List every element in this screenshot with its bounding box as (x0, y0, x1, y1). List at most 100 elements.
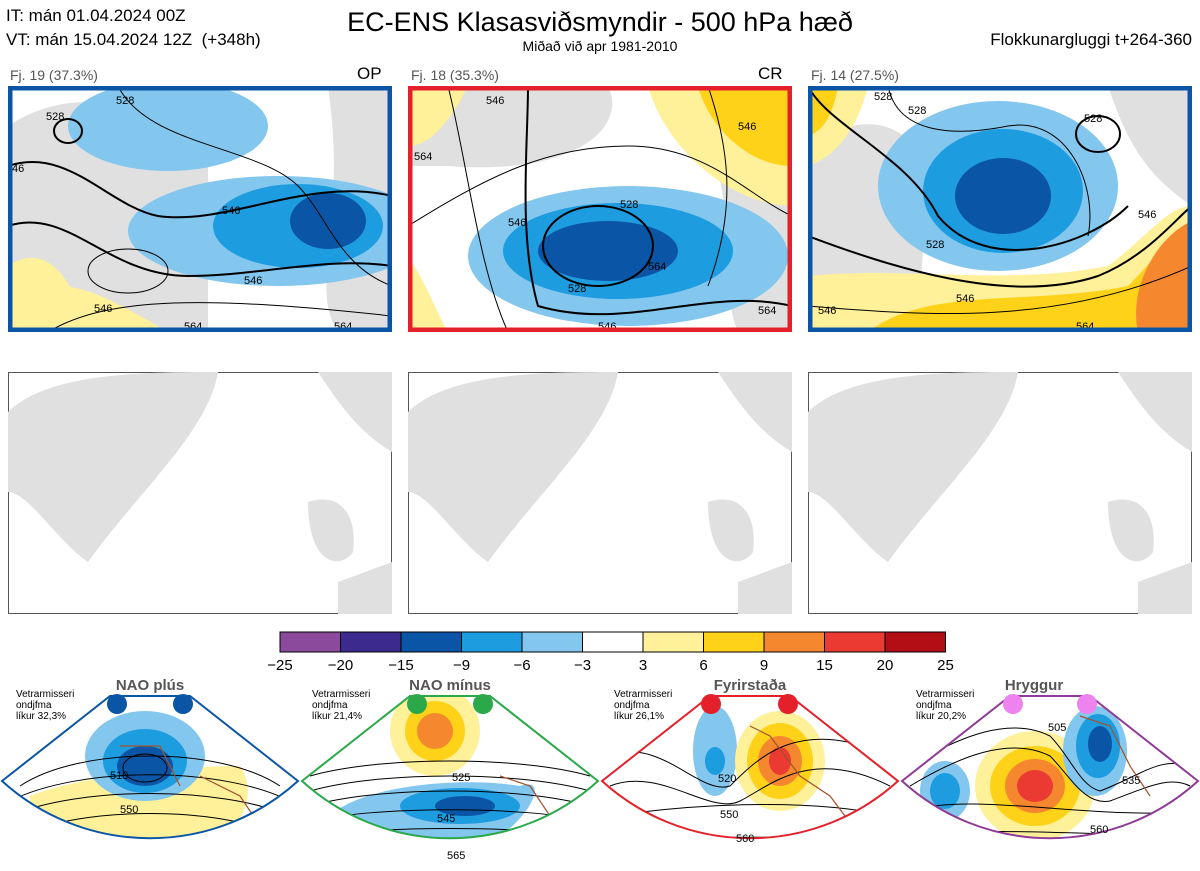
contour-label: 528 (926, 239, 944, 251)
regime-text: líkur 21,4% (312, 711, 362, 722)
land-scandinavia (318, 372, 392, 452)
regime-text: ondjfma (614, 700, 650, 711)
height-contour (808, 265, 1192, 315)
land-europe (1108, 86, 1192, 206)
cluster-frame (408, 86, 792, 332)
empty-map-3 (808, 372, 1192, 614)
colorbar-tick-label: −25 (268, 657, 293, 674)
contour-label: 535 (1122, 775, 1140, 787)
regime-text: Vetrarmisseri (916, 689, 974, 700)
regime-text: líkur 32,3% (16, 711, 66, 722)
contour-label: 525 (452, 772, 470, 784)
regime-text: ondjfma (916, 700, 952, 711)
height-contour (707, 86, 728, 287)
coastline (1079, 715, 1151, 797)
height-contour (909, 727, 1191, 792)
land-britain (708, 499, 754, 562)
contour-label: 564 (648, 261, 666, 273)
anomaly-positive (408, 256, 448, 332)
contour-label: 560 (736, 833, 754, 845)
regime-marker (173, 694, 193, 714)
regime-marker (473, 694, 493, 714)
anomaly-negative (705, 747, 725, 775)
regime-frame (900, 695, 1200, 840)
init-time: IT: mán 01.04.2024 00Z (6, 6, 186, 25)
anomaly-positive (1136, 221, 1192, 332)
regime-title: NAO mínus (409, 677, 491, 694)
land-europe (738, 562, 792, 614)
colorbar-swatch (763, 631, 825, 653)
height-contour (53, 118, 83, 144)
colorbar-tick-label: 3 (639, 657, 647, 674)
height-contour (9, 774, 291, 802)
regime-marker (407, 694, 427, 714)
height-contour (309, 760, 591, 777)
anomaly-positive (698, 86, 792, 166)
colorbar-tick-label: −15 (388, 657, 413, 674)
land-scandinavia (1118, 372, 1192, 452)
valid-time: VT: mán 15.04.2024 12Z (+348h) (6, 30, 261, 49)
colorbar-swatch (582, 631, 644, 653)
land-europe (338, 562, 392, 614)
colorbar-swatch (279, 631, 341, 653)
land-britain (1108, 499, 1154, 562)
contour-label: 564 (414, 151, 432, 163)
anomaly-negative (930, 773, 960, 809)
contour-label: 564 (184, 321, 202, 332)
contour-label: 528 (908, 105, 926, 117)
page-subtitle: Miðað við apr 1981-2010 (522, 38, 678, 54)
land-europe (1138, 562, 1192, 614)
height-contour (19, 755, 281, 787)
contour-label: 546 (486, 95, 504, 107)
cluster-1-map: 528 46 546 546 528 564 564 546 (8, 86, 392, 332)
anomaly-positive (408, 86, 468, 146)
cluster-3-map: 528 528 528 546 546 564 546 528 (808, 86, 1192, 332)
regime-nao-minus: NAO mínus Vetrarmisseri ondjfma líkur 21… (300, 677, 600, 862)
anomaly-positive (769, 747, 791, 775)
regime-frame (300, 695, 600, 840)
anomaly-negative (68, 86, 268, 171)
colorbar-tick-label: −6 (513, 657, 530, 674)
height-contour (87, 248, 169, 294)
height-contour (408, 145, 792, 227)
height-contour (47, 302, 392, 332)
land-greenland (408, 86, 613, 168)
contour-label: 546 (956, 293, 974, 305)
contour-label: 505 (1048, 722, 1066, 734)
colorbar-tick-label: 15 (816, 657, 833, 674)
contour-label: 528 (620, 199, 638, 211)
contour-label: 564 (1076, 321, 1094, 332)
anomaly-negative (290, 193, 366, 249)
height-contour (122, 753, 168, 783)
regime-blocking: Fyrirstaða Vetrarmisseri ondjfma líkur 2… (600, 677, 900, 845)
anomaly-negative (435, 796, 495, 816)
height-contour (9, 793, 291, 817)
contour-label: 564 (334, 321, 352, 332)
contour-label: 528 (1084, 113, 1102, 125)
land-greenland (408, 372, 618, 562)
contour-label: 528 (46, 111, 64, 123)
height-contour (609, 768, 891, 805)
cluster-2-label: Fj. 18 (35.3%) (411, 67, 499, 83)
contour-label: 564 (758, 305, 776, 317)
cluster-2-tag: CR (758, 64, 783, 83)
contour-label: 528 (116, 95, 134, 107)
regime-ridge: Hryggur Vetrarmisseri ondjfma líkur 20,2… (900, 677, 1200, 840)
height-contour (309, 790, 591, 807)
regime-text: Vetrarmisseri (614, 689, 672, 700)
colorbar-swatch (703, 631, 765, 653)
land-greenland (808, 372, 1018, 562)
cluster-2-map: 546 564 528 528 546 546 564 564 546 (408, 86, 792, 332)
colorbar-tick-label: −20 (328, 657, 353, 674)
height-contour (1075, 115, 1121, 153)
colorbar-swatch (521, 631, 583, 653)
contour-label: 545 (437, 813, 455, 825)
anomaly-positive (868, 221, 1192, 332)
contour-label: 546 (222, 205, 240, 217)
height-contour (909, 747, 1191, 802)
height-contour (808, 205, 1192, 288)
contour-label: 520 (718, 773, 736, 785)
colorbar-tick-label: 9 (760, 657, 768, 674)
colorbar-tick-label: −9 (453, 657, 470, 674)
classification-window: Flokkunargluggi t+264-360 (990, 30, 1192, 49)
